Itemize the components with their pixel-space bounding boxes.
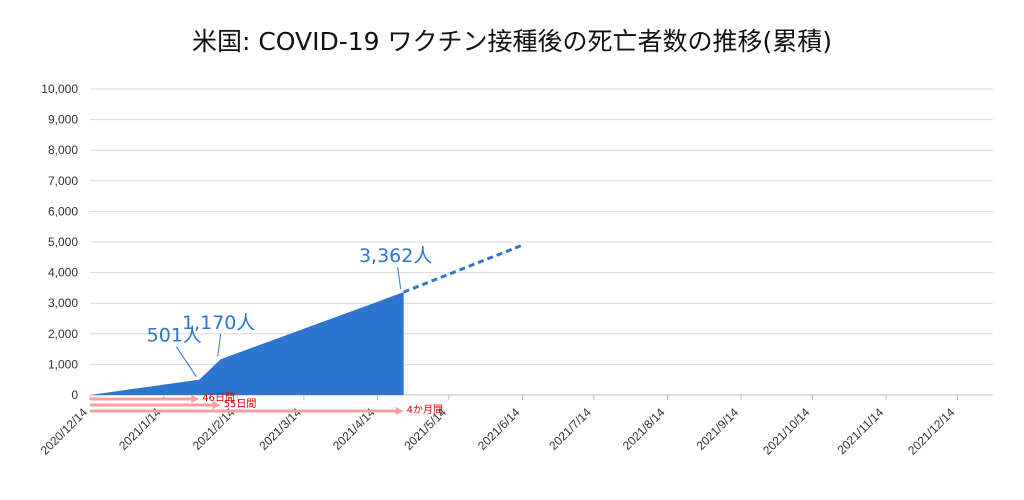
y-tick-label: 4,000 [48,266,78,280]
interval-label: 55日間 [224,398,257,410]
y-tick-label: 2,000 [48,327,78,341]
y-tick-label: 0 [71,388,78,402]
y-tick-label: 1,000 [48,357,78,371]
x-tick-label: 2021/6/14 [475,405,523,453]
x-tick-label: 2021/10/14 [760,405,813,458]
chart-title: 米国: COVID-19 ワクチン接種後の死亡者数の推移(累積) [192,27,832,56]
projection [403,243,524,294]
x-tick-label: 2021/11/14 [834,405,886,457]
interval-arrowhead [395,407,404,415]
x-tick-label: 2021/7/14 [546,405,594,453]
y-tick-label: 3,000 [48,296,78,310]
x-tick-label: 2021/12/14 [905,405,958,458]
y-axis: 0 1,000 2,000 3,000 4,000 5,000 6,000 7,000 8,00… [41,82,78,402]
x-tick-label: 2021/9/14 [694,405,742,453]
y-tick-label: 7,000 [48,174,78,188]
plot-area [90,292,404,395]
y-tick-label: 6,000 [48,204,78,218]
interval-arrowhead [191,395,200,403]
projection-line [403,243,524,294]
area-series [90,292,404,395]
callout-label: 501人 [147,325,202,347]
callout-label: 3,362人 [359,245,432,267]
interval-label: 46日間 [202,392,235,404]
y-tick-label: 10,000 [41,82,78,96]
x-tick-label: 2021/8/14 [620,405,668,453]
y-tick-label: 5,000 [48,235,78,249]
grid [90,88,993,396]
callout-label: 1,170人 [182,312,255,334]
callout-leader [217,334,222,357]
interval-arrowhead [212,401,221,409]
interval-label: 4か月間 [407,404,443,416]
x-tick-label: 2020/12/14 [38,405,91,458]
callout-leader [397,267,402,290]
y-tick-label: 8,000 [48,143,78,157]
y-tick-label: 9,000 [48,113,78,127]
callout-leader [175,346,197,377]
